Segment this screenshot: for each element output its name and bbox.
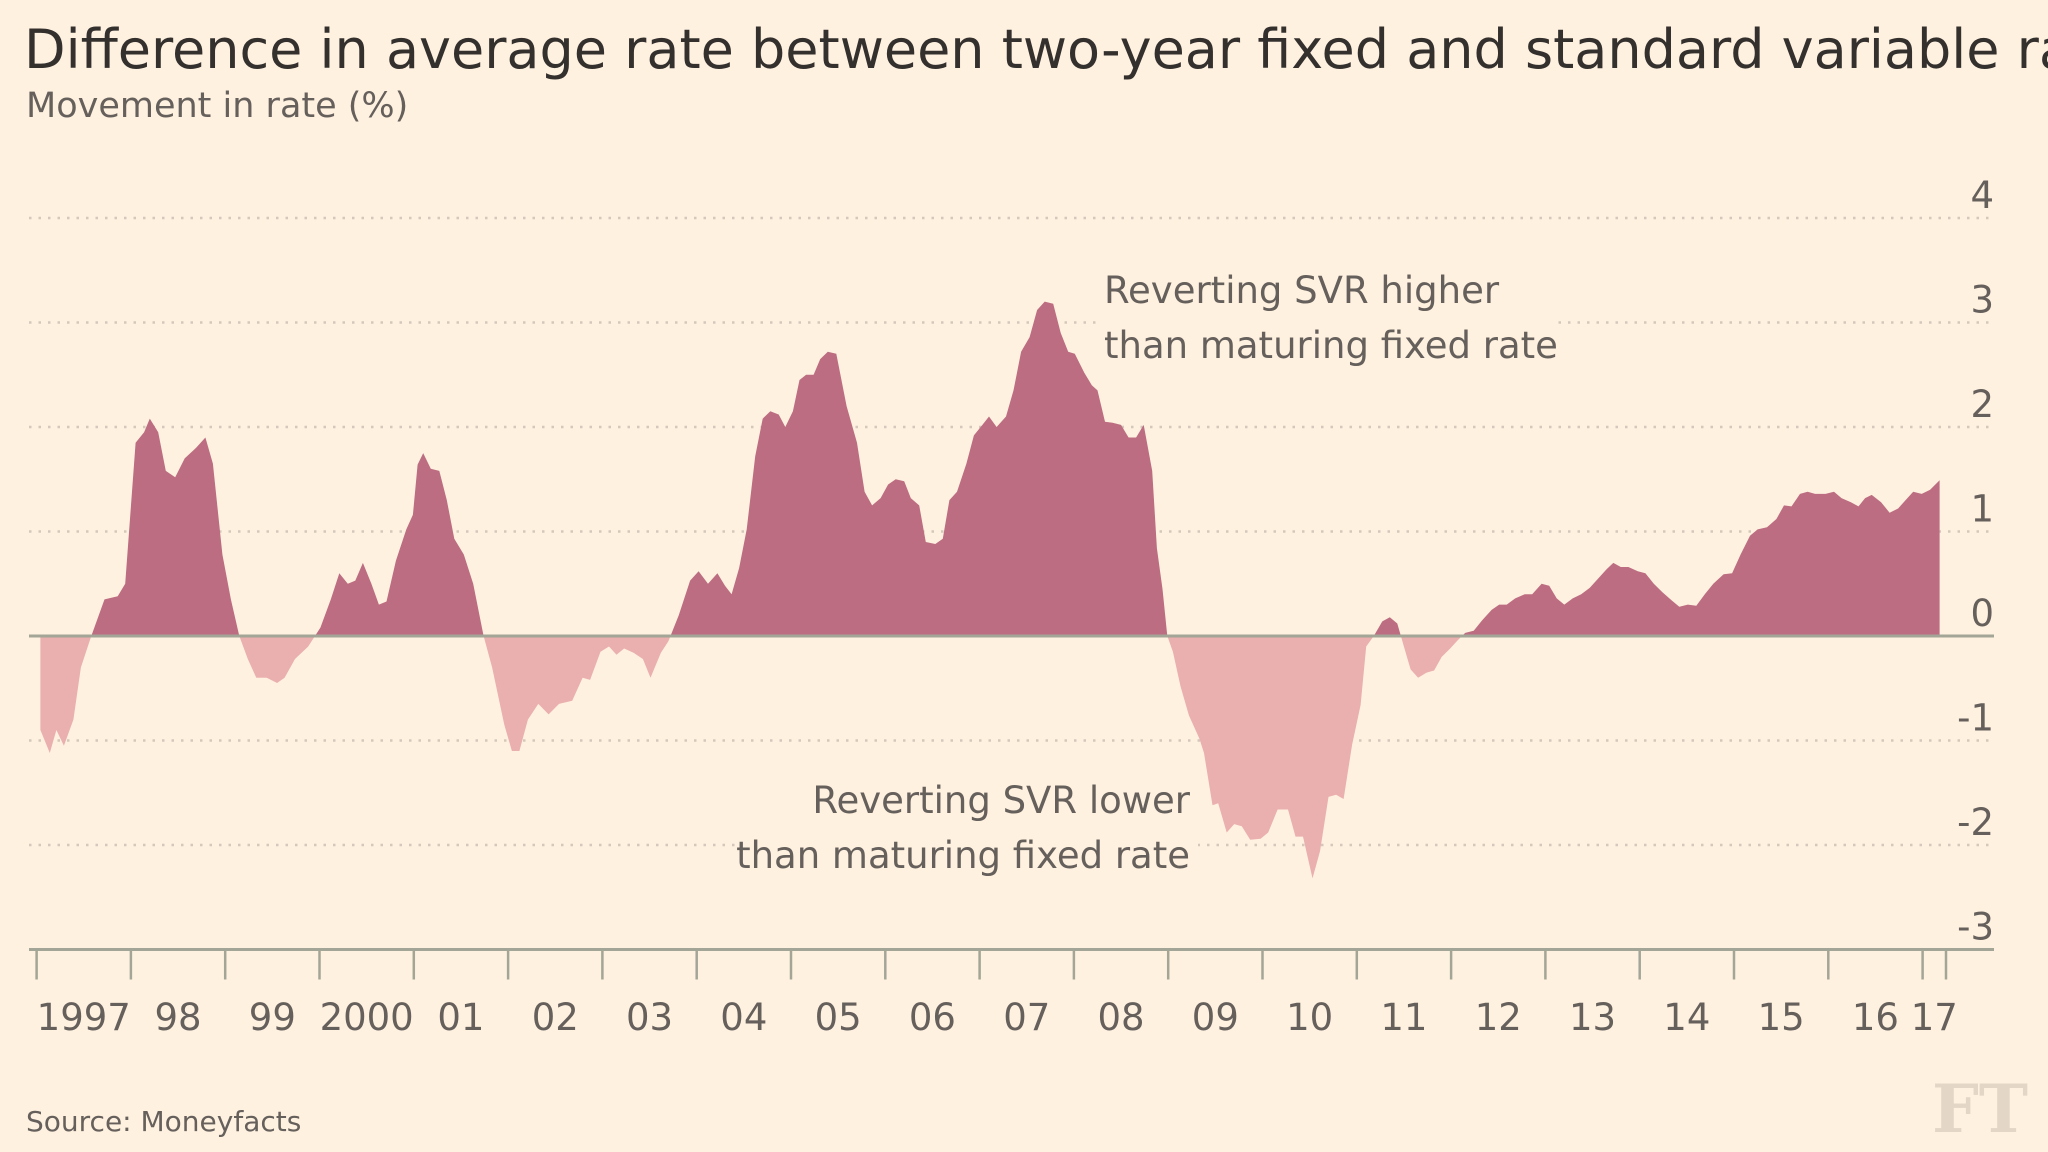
x-tick-label: 06 (909, 996, 956, 1039)
x-tick-label: 98 (155, 996, 202, 1039)
x-tick-label: 17 (1911, 996, 1958, 1039)
source-note: Source: Moneyfacts (26, 1105, 301, 1138)
annotation-higher-line2: than maturing fixed rate (1104, 324, 1558, 367)
ft-logo: FT (1932, 1070, 2028, 1148)
y-tick-label: -3 (1957, 906, 1994, 949)
annotation-higher-line1: Reverting SVR higher (1104, 269, 1500, 312)
y-axis-labels: 4 3 2 1 0 -1 -2 -3 (1957, 174, 1994, 949)
x-tick-label: 09 (1192, 996, 1239, 1039)
x-tick-label: 14 (1663, 996, 1710, 1039)
x-tick-label: 2000 (320, 996, 414, 1039)
annotation-higher-bg (1096, 262, 1556, 374)
y-tick-label: -1 (1957, 697, 1994, 740)
x-tick-label: 08 (1098, 996, 1145, 1039)
x-tick-label: 12 (1475, 996, 1522, 1039)
x-tick-label: 01 (437, 996, 484, 1039)
y-tick-label: 4 (1970, 174, 1994, 217)
y-tick-label: 0 (1970, 592, 1994, 635)
y-tick-label: -2 (1957, 801, 1994, 844)
annotation-lower-line2: than maturing fixed rate (736, 834, 1190, 877)
x-tick-label: 07 (1003, 996, 1050, 1039)
x-tick-label: 13 (1569, 996, 1616, 1039)
chart-title: Difference in average rate between two-y… (24, 18, 2048, 81)
x-axis: 1997 98 99 2000 01 02 03 04 05 06 07 08 09 10 11 12 13 14… (29, 948, 1994, 1039)
area-positive (40, 301, 1940, 636)
x-tick-label: 03 (626, 996, 673, 1039)
annotation-lower-bg (738, 768, 1198, 880)
y-tick-label: 2 (1970, 383, 1994, 426)
y-tick-label: 1 (1970, 488, 1994, 531)
x-tick-label: 15 (1758, 996, 1805, 1039)
x-tick-label: 1997 (37, 996, 131, 1039)
annotation-lower-line1: Reverting SVR lower (812, 779, 1190, 822)
area-negative (40, 636, 1940, 879)
x-tick-label: 02 (532, 996, 579, 1039)
y-tick-label: 3 (1970, 279, 1994, 322)
x-tick-label: 05 (815, 996, 862, 1039)
chart-subtitle: Movement in rate (%) (26, 86, 408, 126)
x-tick-label: 11 (1380, 996, 1427, 1039)
x-tick-label: 04 (720, 996, 767, 1039)
annotation-lower: Reverting SVR lower than maturing fixed … (736, 768, 1198, 880)
x-tick-label: 10 (1286, 996, 1333, 1039)
annotation-higher: Reverting SVR higher than maturing fixed… (1096, 262, 1558, 374)
x-tick-label: 16 (1852, 996, 1899, 1039)
x-tick-label: 99 (249, 996, 296, 1039)
